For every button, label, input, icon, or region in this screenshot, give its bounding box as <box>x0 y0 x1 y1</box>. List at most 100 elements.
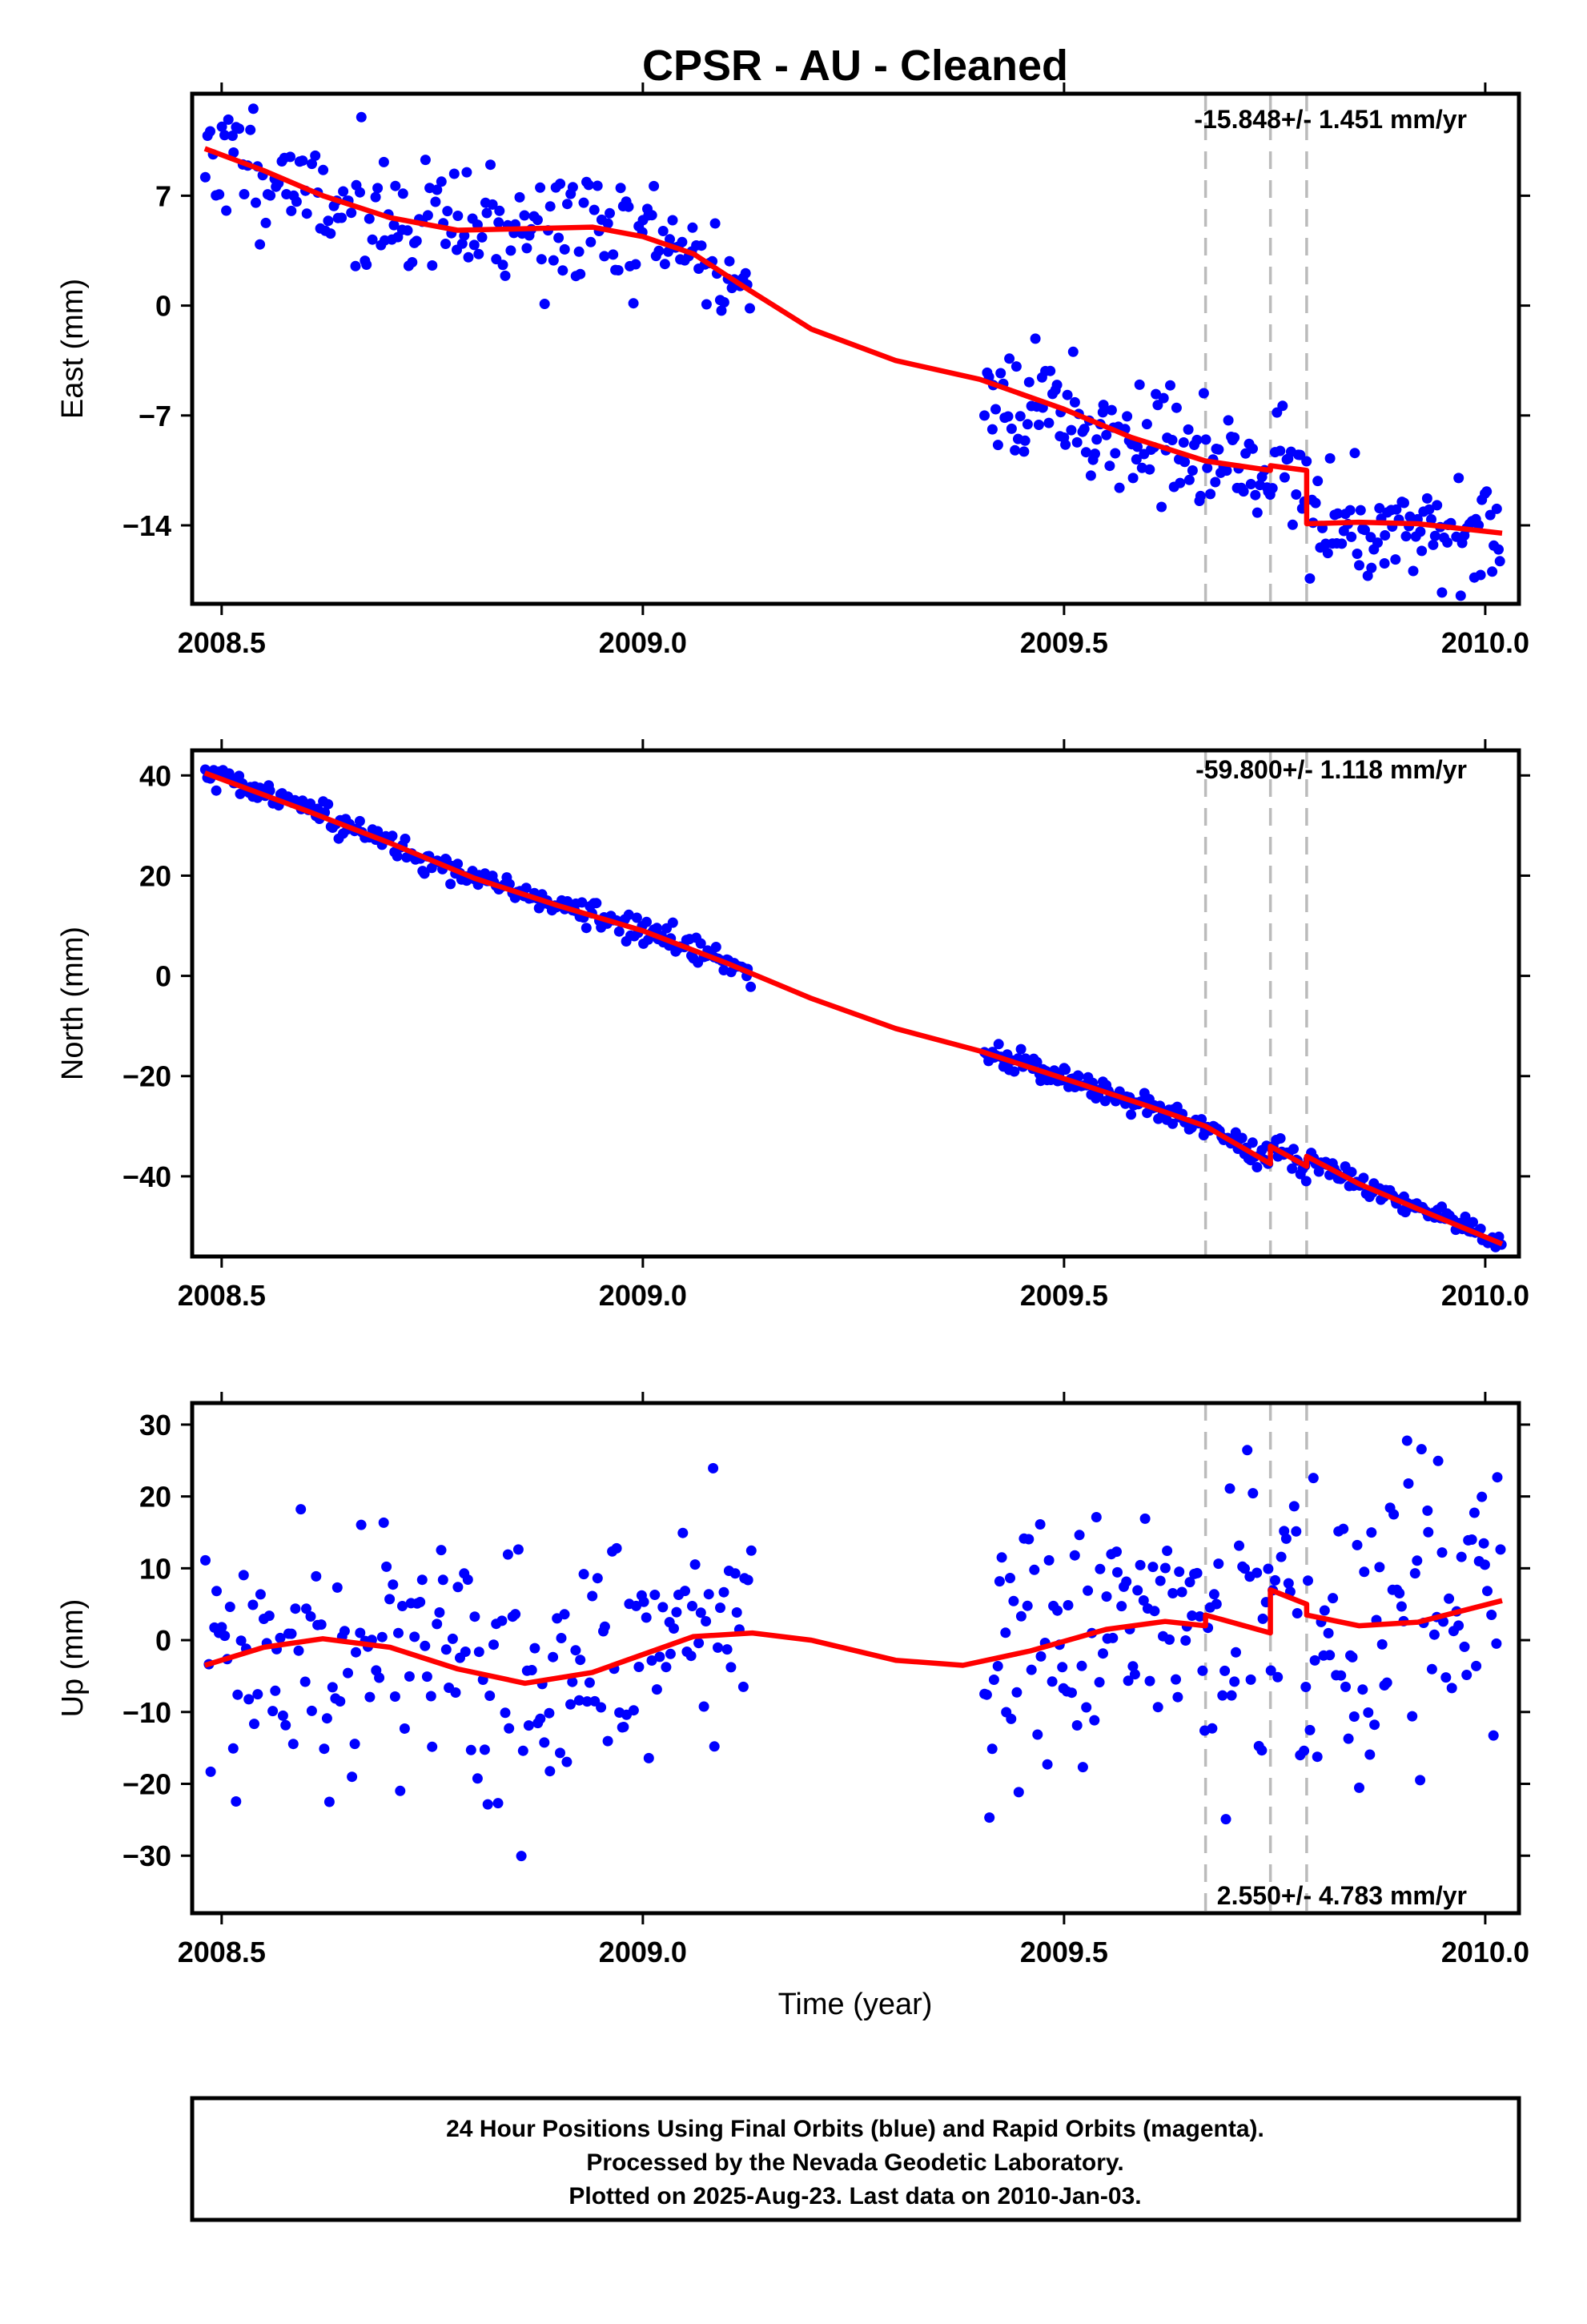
east-data-point <box>665 234 675 245</box>
north-plot-frame <box>190 748 1521 1259</box>
up-data-point <box>1422 1505 1433 1516</box>
up-data-point <box>1197 1665 1208 1676</box>
up-data-point <box>1000 1627 1011 1638</box>
up-data-point <box>986 1743 998 1755</box>
east-data-point <box>1310 497 1321 509</box>
up-data-point <box>502 1549 513 1560</box>
east-data-point <box>234 123 245 135</box>
north-data-point <box>1252 1162 1263 1172</box>
up-data-point <box>1172 1691 1183 1703</box>
up-data-point <box>512 1544 524 1555</box>
up-data-point <box>1461 1670 1472 1680</box>
east-data-point <box>659 259 670 270</box>
east-data-point <box>559 243 570 255</box>
up-data-point <box>267 1706 279 1717</box>
east-data-point <box>228 147 239 158</box>
up-data-point <box>599 1621 610 1632</box>
up-data-point <box>996 1552 1007 1563</box>
up-data-point <box>1416 1444 1427 1455</box>
east-data-point <box>615 183 626 194</box>
east-x-tick-label: 2009.5 <box>1020 626 1108 659</box>
up-data-point <box>575 1655 586 1666</box>
east-data-point <box>338 186 349 197</box>
up-data-point <box>1403 1478 1414 1489</box>
up-data-point <box>1466 1534 1477 1545</box>
up-data-point <box>1116 1601 1127 1612</box>
east-data-point <box>420 155 431 166</box>
up-data-point <box>465 1744 476 1755</box>
east-data-point <box>1354 560 1364 571</box>
east-data-point <box>459 230 470 241</box>
up-data-point <box>1468 1507 1480 1518</box>
up-data-point <box>1257 1613 1268 1624</box>
east-data-point <box>476 231 488 243</box>
east-data-point <box>485 159 496 171</box>
up-data-point <box>1347 1651 1358 1663</box>
east-data-point <box>461 167 472 178</box>
north-data-point <box>581 923 592 934</box>
up-data-point <box>1043 1554 1055 1566</box>
up-data-point <box>1224 1483 1235 1494</box>
east-data-point <box>247 103 259 115</box>
east-x-tick-label: 2010.0 <box>1441 626 1529 659</box>
east-data-point <box>1198 388 1209 399</box>
east-data-point <box>1071 436 1083 448</box>
up-data-point <box>584 1677 595 1688</box>
up-data-point <box>510 1609 521 1620</box>
east-data-point <box>1380 530 1391 541</box>
up-data-point <box>1280 1533 1292 1544</box>
north-y-tick-label: 0 <box>155 960 171 993</box>
east-data-point <box>323 215 334 227</box>
east-rate-text: -15.848+/- 1.451 mm/yr <box>1194 105 1467 134</box>
up-y-tick-label: 10 <box>139 1552 171 1585</box>
east-data-point <box>1400 531 1412 542</box>
up-data-point <box>745 1545 757 1556</box>
east-data-point <box>544 201 556 212</box>
north-data-point <box>1460 1211 1471 1222</box>
east-data-point <box>1426 514 1436 525</box>
east-data-point <box>562 199 573 210</box>
east-data-point <box>1097 407 1108 418</box>
up-data-point <box>1369 1719 1380 1731</box>
up-plot-frame <box>190 1401 1521 1916</box>
up-data-point <box>1208 1589 1219 1600</box>
up-data-point <box>539 1737 550 1748</box>
up-data-point <box>1164 1634 1175 1645</box>
up-data-point <box>1029 1564 1040 1575</box>
east-data-point <box>1205 489 1216 500</box>
up-data-point <box>243 1694 255 1705</box>
east-data-point <box>505 245 516 256</box>
up-data-point <box>1138 1595 1149 1606</box>
up-data-point <box>1263 1563 1274 1574</box>
up-data-point <box>1107 1632 1119 1643</box>
up-data-point <box>1394 1588 1405 1598</box>
east-data-point <box>646 210 657 221</box>
up-data-point <box>500 1707 511 1719</box>
up-data-point <box>227 1743 239 1754</box>
up-data-point <box>685 1651 697 1662</box>
east-data-point <box>589 204 600 215</box>
east-data-point <box>251 197 261 208</box>
east-data-point <box>493 217 504 228</box>
east-data-point <box>1429 530 1440 541</box>
north-x-tick-label: 2010.0 <box>1441 1279 1529 1312</box>
east-data-point <box>355 187 365 198</box>
up-data-point <box>729 1568 741 1579</box>
up-data-point <box>544 1766 556 1777</box>
up-data-point <box>384 1594 396 1605</box>
east-data-point <box>716 305 727 316</box>
east-data-point <box>979 410 990 421</box>
east-data-point <box>285 151 295 163</box>
east-model-line <box>203 146 1503 537</box>
up-data-point <box>255 1589 266 1600</box>
up-data-point <box>249 1719 259 1730</box>
up-data-point <box>1074 1530 1085 1541</box>
east-data-point <box>407 257 418 267</box>
up-data-point <box>1471 1660 1482 1671</box>
up-data-point <box>721 1644 733 1655</box>
up-data-point <box>643 1752 654 1763</box>
up-data-point <box>1453 1620 1464 1631</box>
east-data-point <box>1391 504 1402 515</box>
up-data-point <box>555 1747 565 1759</box>
